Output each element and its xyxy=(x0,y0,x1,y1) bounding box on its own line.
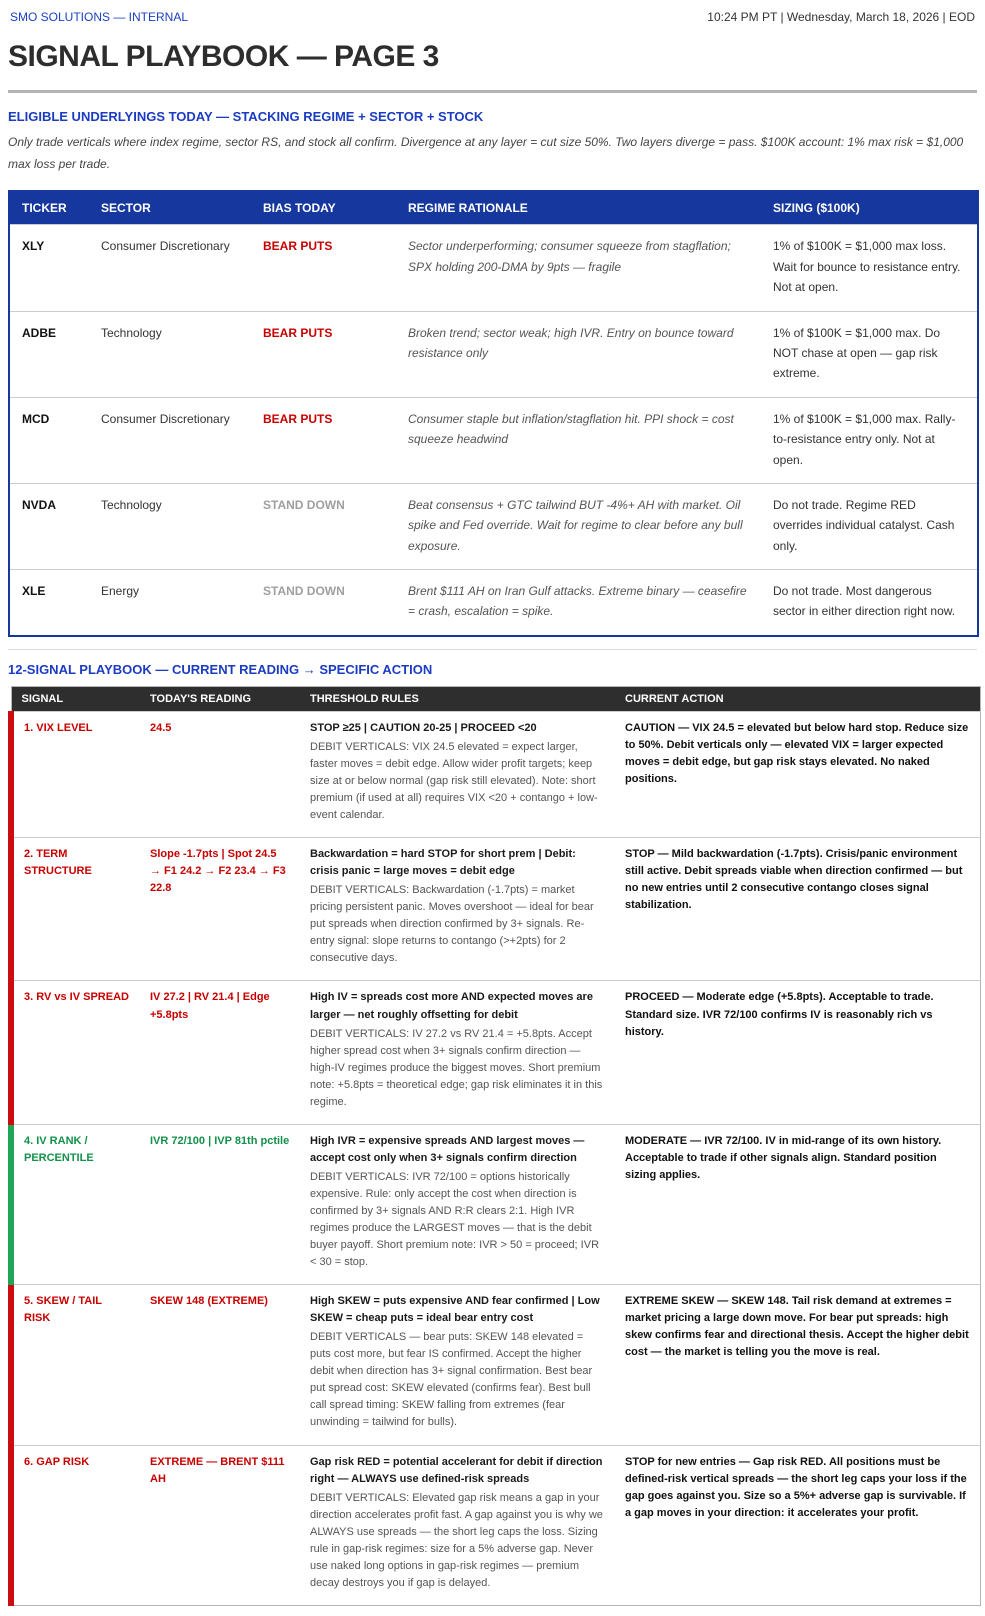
threshold-headline: Backwardation = hard STOP for short prem… xyxy=(310,848,576,878)
ticker-cell: ADBE xyxy=(9,310,89,398)
reading-cell: IV 27.2 | RV 21.4 | Edge +5.8pts xyxy=(140,980,300,1125)
threshold-detail: DEBIT VERTICALS — bear puts: SKEW 148 el… xyxy=(310,1331,593,1429)
column-header: BIAS TODAY xyxy=(251,191,396,225)
underlying-row: MCD Consumer Discretionary BEAR PUTS Consum… xyxy=(9,396,978,484)
reading-cell: IVR 72/100 | IVP 81th pctile xyxy=(140,1123,300,1285)
bias-cell: BEAR PUTS xyxy=(251,310,396,398)
threshold-headline: High IVR = expensive spreads AND largest… xyxy=(310,1134,585,1164)
underlyings-section-heading: ELIGIBLE UNDERLYINGS TODAY — STACKING RE… xyxy=(8,109,484,124)
sector-cell: Consumer Discretionary xyxy=(89,224,251,312)
brand-label: SMO SOLUTIONS — INTERNAL xyxy=(10,10,189,24)
signal-row: 1. VIX LEVEL 24.5 STOP ≥25 | CAUTION 20-25… xyxy=(8,710,980,838)
rationale-cell: Brent $111 AH on Iran Gulf attacks. Extr… xyxy=(396,569,761,636)
rationale-cell: Sector underperforming; consumer squeeze… xyxy=(396,224,761,312)
threshold-headline: High IV = spreads cost more AND expected… xyxy=(310,991,593,1021)
bias-cell: STAND DOWN xyxy=(251,482,396,570)
top-bar: SMO SOLUTIONS — INTERNAL 10:24 PM PT | W… xyxy=(8,6,977,32)
threshold-detail: DEBIT VERTICALS: VIX 24.5 elevated = exp… xyxy=(310,740,598,822)
underlying-row: XLE Energy STAND DOWN Brent $111 AH on Iran… xyxy=(9,569,978,636)
ticker-cell: NVDA xyxy=(9,482,89,570)
threshold-detail: DEBIT VERTICALS: IVR 72/100 = options hi… xyxy=(310,1170,600,1269)
signals-table-head: SIGNAL TODAY'S READING THRESHOLD RULES CURR… xyxy=(11,686,980,712)
underlyings-table-body: XLY Consumer Discretionary BEAR PUTS Sector… xyxy=(9,224,978,636)
underlyings-table-head: TICKER SECTOR BIAS TODAY REGIME RATIONALE SI… xyxy=(9,191,978,225)
sector-cell: Technology xyxy=(89,310,251,398)
signal-name-cell: 1. VIX LEVEL xyxy=(8,710,140,838)
sizing-cell: 1% of $100K = $1,000 max. Do NOT chase a… xyxy=(761,310,978,398)
section-divider xyxy=(8,648,977,650)
rationale-cell: Beat consensus + GTC tailwind BUT -4%+ A… xyxy=(396,482,761,570)
column-header: SECTOR xyxy=(89,191,251,225)
sizing-cell: 1% of $100K = $1,000 max loss. Wait for … xyxy=(761,224,978,312)
page-title: SIGNAL PLAYBOOK — PAGE 3 xyxy=(8,40,439,73)
underlyings-table: TICKER SECTOR BIAS TODAY REGIME RATIONALE SI… xyxy=(8,190,979,637)
column-header: THRESHOLD RULES xyxy=(300,686,615,712)
threshold-cell: Gap risk RED = potential accelerant for … xyxy=(300,1444,615,1606)
action-cell: MODERATE — IVR 72/100. IV in mid-range o… xyxy=(615,1123,980,1285)
threshold-cell: Backwardation = hard STOP for short prem… xyxy=(300,837,615,981)
signal-row: 6. GAP RISK EXTREME — BRENT $111 AH Gap ri… xyxy=(8,1444,980,1606)
action-cell: EXTREME SKEW — SKEW 148. Tail risk deman… xyxy=(615,1284,980,1446)
sizing-cell: 1% of $100K = $1,000 max. Rally-to-resis… xyxy=(761,396,978,484)
signals-section-heading: 12-SIGNAL PLAYBOOK — CURRENT READING → S… xyxy=(8,661,433,677)
threshold-cell: STOP ≥25 | CAUTION 20-25 | PROCEED <20 DE… xyxy=(300,710,615,838)
threshold-detail: DEBIT VERTICALS: Elevated gap risk means… xyxy=(310,1491,603,1589)
underlying-row: ADBE Technology BEAR PUTS Broken trend; sec… xyxy=(9,310,978,398)
action-cell: STOP for new entries — Gap risk RED. All… xyxy=(615,1444,980,1606)
reading-cell: Slope -1.7pts | Spot 24.5 → F1 24.2 → F2… xyxy=(140,837,300,981)
action-cell: PROCEED — Moderate edge (+5.8pts). Accep… xyxy=(615,980,980,1125)
sector-cell: Energy xyxy=(89,569,251,636)
signal-row: 3. RV vs IV SPREAD IV 27.2 | RV 21.4 | Ed… xyxy=(8,980,980,1125)
column-header: REGIME RATIONALE xyxy=(396,191,761,225)
signal-name-cell: 4. IV RANK / PERCENTILE xyxy=(8,1123,140,1285)
timestamp-label: 10:24 PM PT | Wednesday, March 18, 2026 … xyxy=(707,10,975,24)
signal-row: 2. TERM STRUCTURE Slope -1.7pts | Spot 24… xyxy=(8,837,980,981)
threshold-headline: Gap risk RED = potential accelerant for … xyxy=(310,1455,603,1485)
sizing-cell: Do not trade. Most dangerous sector in e… xyxy=(761,569,978,636)
action-cell: STOP — Mild backwardation (-1.7pts). Cri… xyxy=(615,837,980,981)
underlying-row: NVDA Technology STAND DOWN Beat consensus +… xyxy=(9,482,978,570)
signals-header-row: SIGNAL TODAY'S READING THRESHOLD RULES CURR… xyxy=(11,686,980,712)
signals-table: SIGNAL TODAY'S READING THRESHOLD RULES CURR… xyxy=(8,685,981,1606)
signal-row: 5. SKEW / TAIL RISK SKEW 148 (EXTREME) Hig… xyxy=(8,1284,980,1446)
signal-name-cell: 2. TERM STRUCTURE xyxy=(8,837,140,981)
signal-name-cell: 3. RV vs IV SPREAD xyxy=(8,980,140,1125)
signals-table-body: 1. VIX LEVEL 24.5 STOP ≥25 | CAUTION 20-25… xyxy=(8,710,980,1606)
column-header: TICKER xyxy=(9,191,89,225)
sizing-cell: Do not trade. Regime RED overrides indiv… xyxy=(761,482,978,570)
rationale-cell: Consumer staple but inflation/stagflatio… xyxy=(396,396,761,484)
signal-name-cell: 6. GAP RISK xyxy=(8,1444,140,1606)
bias-cell: BEAR PUTS xyxy=(251,396,396,484)
threshold-cell: High IVR = expensive spreads AND largest… xyxy=(300,1123,615,1285)
underlying-row: XLY Consumer Discretionary BEAR PUTS Sector… xyxy=(9,224,978,312)
ticker-cell: XLE xyxy=(9,569,89,636)
rationale-cell: Broken trend; sector weak; high IVR. Ent… xyxy=(396,310,761,398)
reading-cell: 24.5 xyxy=(140,710,300,838)
signal-row: 4. IV RANK / PERCENTILE IVR 72/100 | IVP … xyxy=(8,1123,980,1285)
underlyings-header-row: TICKER SECTOR BIAS TODAY REGIME RATIONALE SI… xyxy=(9,191,978,225)
title-divider xyxy=(8,90,977,93)
action-cell: CAUTION — VIX 24.5 = elevated but below … xyxy=(615,710,980,838)
column-header: SIZING ($100K) xyxy=(761,191,978,225)
ticker-cell: MCD xyxy=(9,396,89,484)
bias-cell: STAND DOWN xyxy=(251,569,396,636)
column-header: TODAY'S READING xyxy=(140,686,300,712)
ticker-cell: XLY xyxy=(9,224,89,312)
threshold-detail: DEBIT VERTICALS: IV 27.2 vs RV 21.4 = +5… xyxy=(310,1027,603,1108)
threshold-detail: DEBIT VERTICALS: Backwardation (-1.7pts)… xyxy=(310,884,594,965)
reading-cell: SKEW 148 (EXTREME) xyxy=(140,1284,300,1446)
bias-cell: BEAR PUTS xyxy=(251,224,396,312)
threshold-cell: High IV = spreads cost more AND expected… xyxy=(300,980,615,1125)
column-header: CURRENT ACTION xyxy=(615,686,980,712)
column-header: SIGNAL xyxy=(11,686,140,712)
threshold-headline: High SKEW = puts expensive AND fear conf… xyxy=(310,1295,600,1325)
underlyings-note: Only trade verticals where index regime,… xyxy=(8,135,964,172)
threshold-headline: STOP ≥25 | CAUTION 20-25 | PROCEED <20 xyxy=(310,721,537,734)
signal-name-cell: 5. SKEW / TAIL RISK xyxy=(8,1284,140,1446)
sector-cell: Technology xyxy=(89,482,251,570)
threshold-cell: High SKEW = puts expensive AND fear conf… xyxy=(300,1284,615,1446)
reading-cell: EXTREME — BRENT $111 AH xyxy=(140,1444,300,1606)
sector-cell: Consumer Discretionary xyxy=(89,396,251,484)
